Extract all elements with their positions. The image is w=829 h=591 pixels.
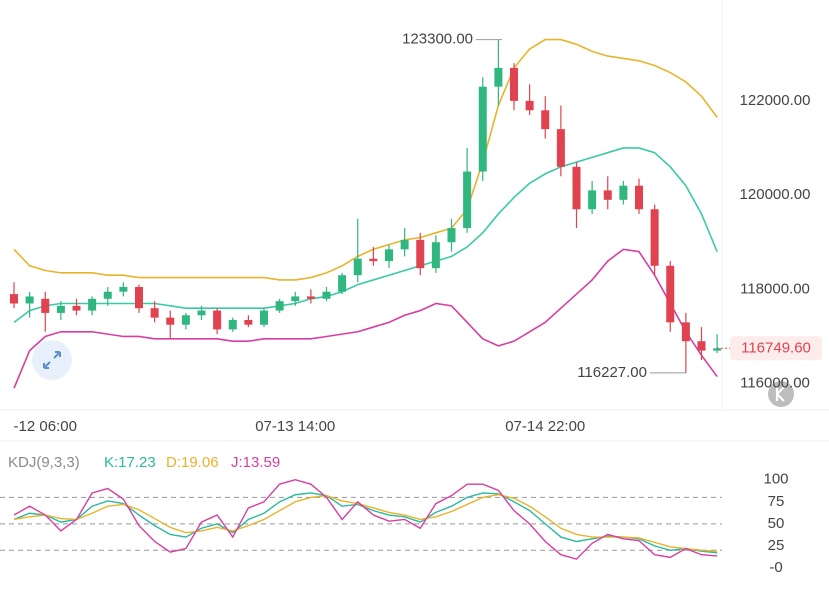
candle-body: [650, 209, 659, 266]
annotation-label: 116227.00: [577, 364, 647, 381]
last-price-label: 116749.60: [741, 339, 811, 356]
candle-body: [150, 308, 159, 318]
logo-button[interactable]: [768, 381, 794, 407]
candle-body: [275, 301, 284, 311]
candle-body: [541, 110, 550, 130]
logo-icon: [775, 386, 785, 402]
candle-body: [525, 100, 534, 111]
candle-body: [463, 171, 472, 229]
candle-body: [72, 305, 81, 311]
expand-icon: [43, 351, 61, 369]
candle-body: [322, 291, 331, 299]
band-line: [13, 147, 718, 323]
x-tick-label: -12 06:00: [14, 418, 77, 435]
y-tick-label: 75: [768, 493, 785, 510]
candle-body: [197, 310, 206, 316]
candle-body: [572, 166, 581, 210]
candle-body: [260, 310, 268, 325]
y-tick-label: 116000.00: [740, 375, 810, 392]
candle-body: [338, 275, 347, 292]
x-tick-label: 07-14 22:00: [505, 418, 585, 435]
candle-body: [306, 296, 315, 299]
candle-body: [713, 348, 722, 351]
indicator-line: [13, 479, 718, 560]
legend-label: K:17.23: [104, 454, 156, 471]
candle-body: [510, 67, 518, 101]
band-line: [13, 38, 718, 281]
candle-body: [603, 190, 612, 200]
candle-body: [10, 294, 18, 304]
y-tick-label: 120000.00: [740, 186, 811, 203]
candle-body: [244, 319, 253, 325]
candle-body: [400, 239, 409, 250]
legend-label: J:13.59: [231, 454, 280, 471]
candle-body: [213, 310, 222, 330]
candle-body: [25, 296, 34, 304]
candle-body: [369, 258, 378, 262]
candle-body: [119, 287, 128, 292]
candle-body: [88, 298, 97, 311]
y-tick-label: 118000.00: [740, 280, 810, 297]
y-tick-label: 100: [763, 471, 788, 488]
candle-body: [447, 228, 456, 243]
y-tick-label: 25: [768, 537, 785, 554]
y-tick-label: 50: [768, 515, 785, 532]
candle-body: [135, 287, 143, 309]
candle-body: [681, 322, 690, 342]
candle-body: [56, 305, 65, 313]
candle-body: [41, 298, 50, 313]
logo-circle: [768, 381, 794, 407]
last-price-box: [730, 336, 822, 361]
candle-body: [635, 185, 643, 210]
candle-body: [494, 67, 503, 87]
candle-body: [588, 190, 597, 210]
candle-body: [353, 258, 362, 276]
candle-body: [181, 315, 190, 325]
y-tick-label: -0: [769, 559, 782, 576]
expand-circle: [32, 340, 72, 380]
candle-body: [556, 129, 565, 167]
expand-button[interactable]: [32, 340, 72, 380]
candle-body: [416, 239, 425, 269]
candle-body: [478, 86, 487, 172]
candle-body: [166, 317, 175, 325]
candle-body: [619, 185, 628, 200]
annotation-label: 123300.00: [402, 31, 473, 48]
candle-body: [103, 291, 112, 299]
candle-body: [697, 341, 706, 351]
y-tick-label: 122000.00: [740, 92, 811, 109]
candle-body: [666, 265, 675, 323]
candle-body: [431, 242, 440, 269]
candle-body: [291, 296, 300, 302]
candle-body: [385, 249, 393, 262]
candle-body: [228, 319, 237, 330]
legend-label: D:19.06: [166, 454, 219, 471]
band-line: [13, 248, 718, 389]
legend-label: KDJ(9,3,3): [8, 454, 80, 471]
indicator-line: [13, 494, 718, 552]
x-tick-label: 07-13 14:00: [255, 418, 335, 435]
